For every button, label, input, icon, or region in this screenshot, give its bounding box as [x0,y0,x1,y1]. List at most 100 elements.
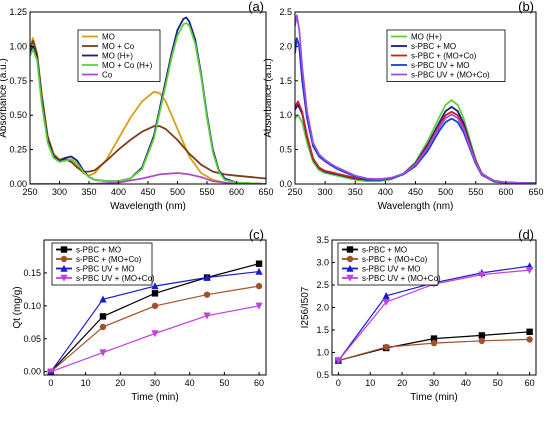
legend-label: s-PBC + (MO+Co) [362,255,428,264]
data-point-4-2-5 [526,336,533,343]
y-tick-label: 1.0 [316,348,329,358]
series-line-2-3 [295,100,536,184]
y-tick-label: 0.00 [9,179,27,189]
data-point-3-3-2 [99,295,107,303]
data-point-3-2-2 [99,323,107,331]
data-point-3-4-3 [151,330,159,338]
chart-panel-2: 250 300 350 400 450 500 550 600 650 0.0 0.5 1.0 1.5 2… [263,0,544,212]
x-tick-label: 250 [22,187,37,197]
data-point-4-1-4 [478,332,486,339]
y-tick-label: 3.5 [316,235,329,245]
legend-label: s-PBC + (MO+Co) [76,255,142,264]
x-axis-label: Wavelength (nm) [378,201,454,212]
legend: s-PBC + MOs-PBC + (MO+Co)s-PBC UV + MOs-… [51,242,155,286]
data-point-4-2-4 [478,337,486,344]
x-tick-label: 450 [408,187,423,197]
chart-panel-3: 0 10 20 30 40 50 60 0.00 0.05 0.10 0.15 Time (min) Q… [12,227,267,403]
data-point-3-3-5 [255,267,263,275]
y-tick-label: 0.50 [9,110,27,120]
data-point-4-1-5 [526,328,533,335]
x-tick-label: 400 [378,187,393,197]
x-tick-label: 550 [199,187,214,197]
y-axis-label: Absorbance (a.u.) [0,58,9,138]
legend-label: s-PBC + (MO+Co) [411,52,477,61]
x-tick-label: 250 [287,187,302,197]
x-tick-label: 500 [438,187,453,197]
series-line-1-5 [30,172,266,184]
x-tick-label: 350 [81,187,96,197]
legend-label: s-PBC UV + MO [411,61,469,70]
y-tick-label: 0.5 [279,145,292,155]
panel-label: (c) [249,227,264,242]
y-tick-label: 1.25 [9,7,27,17]
data-point-3-3-3 [151,282,159,290]
x-tick-label: 0 [48,378,53,388]
y-tick-label: 2.0 [279,41,292,51]
x-tick-label: 20 [115,378,125,388]
data-point-3-2-4 [203,291,211,298]
y-tick-label: 1.00 [9,41,27,51]
legend-label: s-PBC UV + MO [76,265,134,274]
data-point-3-4-5 [255,302,263,310]
y-tick-label: 0.75 [9,76,27,86]
y-tick-label: 1.5 [316,325,329,335]
legend-label: Co [102,71,113,80]
x-tick-label: 50 [219,378,229,388]
x-tick-label: 10 [365,378,375,388]
legend: MO (H+)s-PBC + MOs-PBC + (MO+Co)s-PBC UV… [386,29,506,82]
x-tick-label: 10 [81,378,91,388]
data-point-4-4-2 [382,298,390,306]
data-point-3-3-4 [203,273,211,281]
legend-label: s-PBC + MO [76,246,121,255]
x-tick-label: 30 [429,378,439,388]
data-point-3-1-3 [151,290,159,297]
data-point-4-4-4 [478,271,486,279]
y-tick-label: 3.0 [316,258,329,268]
legend-label: s-PBC UV + (MO+Co) [362,274,441,283]
legend-label: s-PBC + MO [362,246,407,255]
legend-label: s-PBC UV + MO [362,265,420,274]
y-tick-label: 0.05 [23,334,41,344]
legend-label: s-PBC + MO [411,42,456,51]
x-tick-label: 60 [525,378,535,388]
y-axis-label: Qt (mg/g) [12,286,23,328]
panel-label: (d) [518,227,534,242]
y-tick-label: 0.0 [279,179,292,189]
legend-label: MO (H+) [102,52,133,61]
y-tick-label: 0.25 [9,145,27,155]
x-tick-label: 600 [498,187,513,197]
legend-marker [60,264,68,272]
x-tick-label: 450 [140,187,155,197]
y-tick-label: 0.5 [316,370,329,380]
legend-marker [346,264,354,272]
x-tick-label: 300 [318,187,333,197]
x-tick-label: 550 [468,187,483,197]
y-tick-label: 0.00 [23,367,41,377]
legend-label: MO [102,33,115,42]
y-tick-label: 2.5 [316,280,329,290]
data-point-3-2-5 [255,282,263,290]
x-axis-label: Time (min) [410,392,457,403]
data-point-4-4-1 [334,357,342,365]
data-point-3-2-3 [151,302,159,310]
legend-marker [60,274,68,282]
chart-panel-4: 0 10 20 30 40 50 60 0.5 1.0 1.5 2.0 2.5 3.0 3.5 Time (… [300,227,537,403]
series-line-1-4 [30,22,266,184]
y-axis-label: Absorbance (a.u.) [263,58,274,138]
y-tick-label: 2.0 [316,303,329,313]
x-axis-label: Time (min) [131,392,178,403]
x-tick-label: 40 [185,378,195,388]
legend: s-PBC + MOs-PBC + (MO+Co)s-PBC UV + MOs-… [337,242,441,286]
series-line-2-5 [295,14,536,184]
data-point-4-3-2 [382,292,390,299]
legend-marker [346,255,354,263]
x-tick-label: 0 [336,378,341,388]
x-tick-label: 60 [254,378,264,388]
y-tick-label: 1.5 [279,76,292,86]
data-point-3-1-2 [99,313,107,320]
legend-label: MO + Co [102,42,135,51]
chart-panel-1: 250 300 350 400 450 500 550 600 650 0.00 0.25 0.50 0… [0,0,274,212]
x-tick-label: 20 [397,378,407,388]
